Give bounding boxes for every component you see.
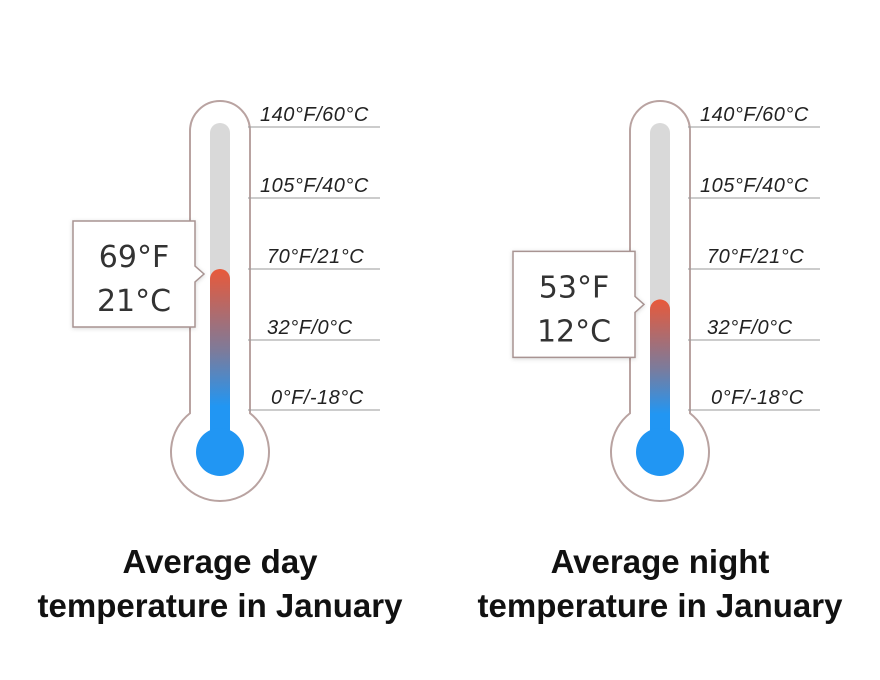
night-reading-fahrenheit: 53°F: [539, 270, 609, 305]
day-scale-label: 70°F/21°C: [267, 246, 364, 268]
day-mercury-column: [210, 269, 230, 452]
night-caption-line2: temperature in January: [477, 587, 843, 624]
day-reading-fahrenheit: 69°F: [99, 240, 169, 275]
day-thermometer: 140°F/60°C 105°F/40°C 70°F/21°C 32°F/0°C 0°F…: [72, 100, 380, 502]
day-scale-label: 32°F/0°C: [267, 317, 353, 339]
day-caption-line2: temperature in January: [37, 587, 403, 624]
night-caption-line1: Average night: [550, 543, 770, 580]
day-mercury-bulb: [196, 428, 244, 476]
night-scale-label: 32°F/0°C: [707, 317, 793, 339]
night-mercury-bulb: [636, 428, 684, 476]
night-thermometer: 140°F/60°C 105°F/40°C 70°F/21°C 32°F/0°C 0°F…: [512, 100, 820, 502]
night-reading-callout: [512, 250, 646, 359]
day-caption-line1: Average day: [122, 543, 318, 580]
day-reading-callout: [72, 220, 206, 328]
day-scale-label: 0°F/-18°C: [271, 387, 364, 409]
night-mercury-column: [650, 299, 670, 452]
night-scale-label: 0°F/-18°C: [711, 387, 804, 409]
night-caption: Average night temperature in January: [440, 540, 880, 628]
night-reading-celsius: 12°C: [537, 314, 611, 349]
day-reading-celsius: 21°C: [97, 284, 171, 319]
day-scale-label: 105°F/40°C: [260, 175, 369, 197]
day-scale-label: 140°F/60°C: [260, 104, 369, 126]
night-scale-label: 105°F/40°C: [700, 175, 809, 197]
night-scale-label: 140°F/60°C: [700, 104, 809, 126]
night-scale-label: 70°F/21°C: [707, 246, 804, 268]
day-caption: Average day temperature in January: [0, 540, 440, 628]
